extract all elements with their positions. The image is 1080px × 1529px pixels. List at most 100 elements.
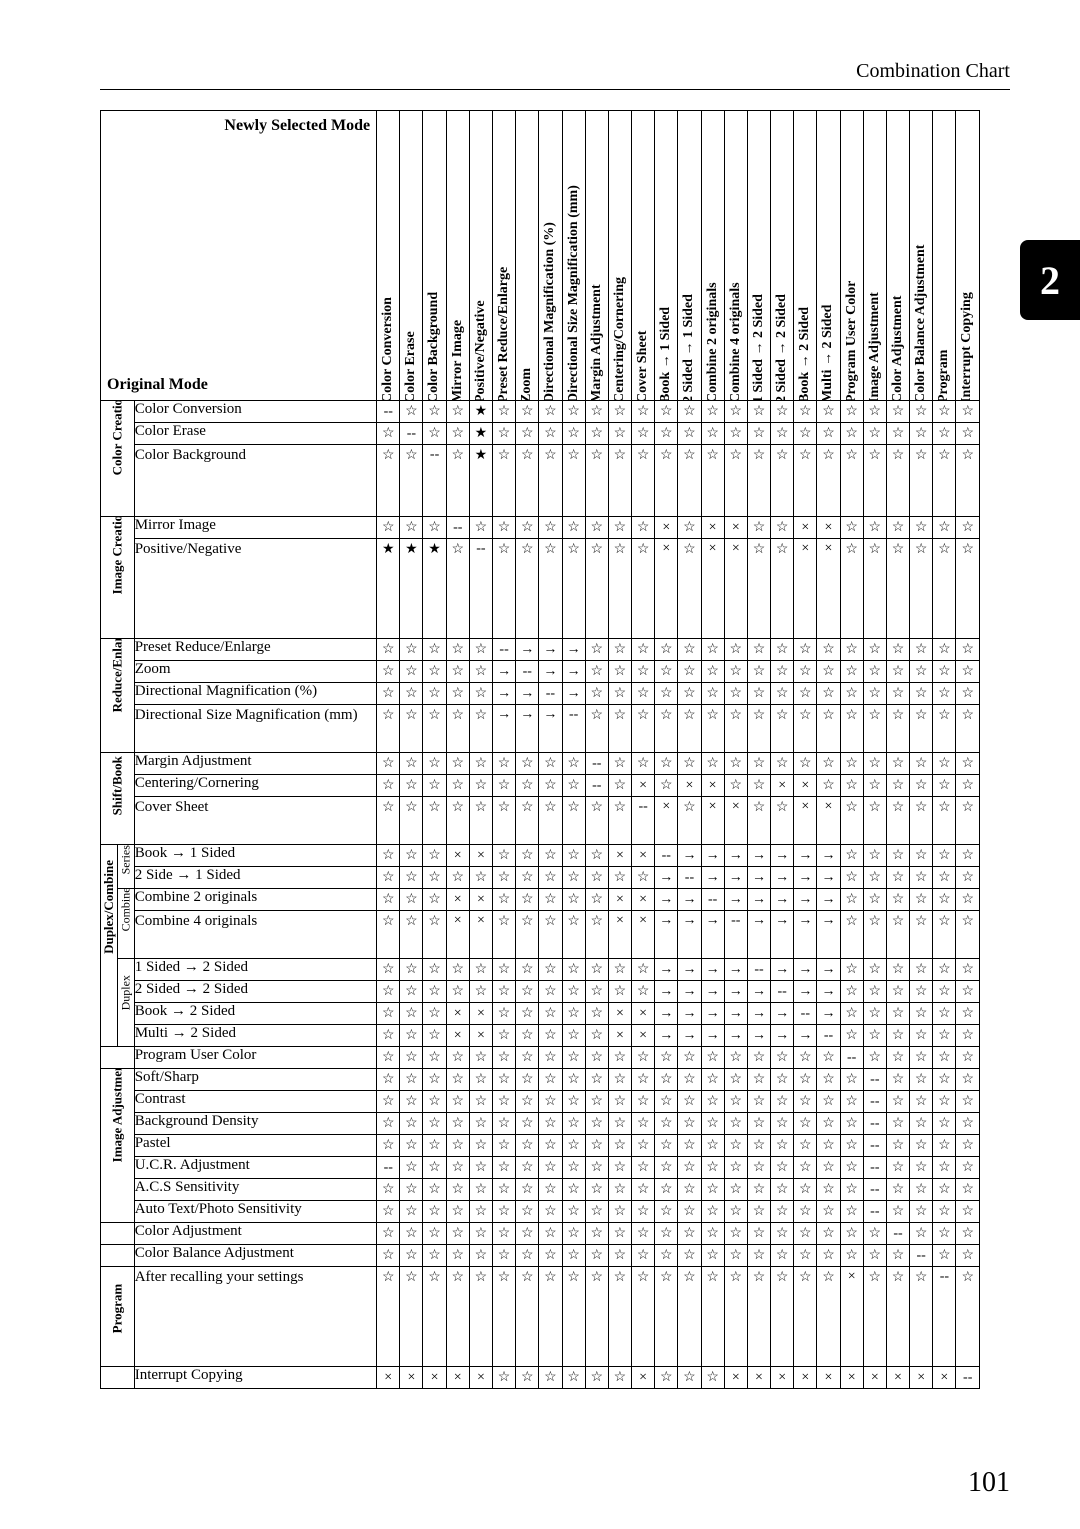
table-row: Duplex/CombineSeriesBook → 1 Sided☆☆☆××☆… xyxy=(101,845,980,867)
matrix-cell: → xyxy=(817,867,840,889)
matrix-cell: ☆ xyxy=(771,753,794,775)
matrix-cell: ☆ xyxy=(562,911,585,959)
matrix-cell: ☆ xyxy=(933,1135,956,1157)
matrix-cell: ☆ xyxy=(701,1267,724,1367)
matrix-cell: ☆ xyxy=(423,845,446,867)
matrix-cell: ☆ xyxy=(632,1135,655,1157)
matrix-cell: ☆ xyxy=(562,981,585,1003)
matrix-cell: ☆ xyxy=(469,1223,492,1245)
matrix-cell: ☆ xyxy=(377,1069,400,1091)
matrix-cell: ☆ xyxy=(632,639,655,661)
matrix-cell: × xyxy=(446,1367,469,1389)
matrix-cell: ☆ xyxy=(840,1113,863,1135)
matrix-cell: ☆ xyxy=(469,753,492,775)
matrix-cell: × xyxy=(817,539,840,639)
matrix-cell: ☆ xyxy=(400,1047,423,1069)
matrix-cell: ☆ xyxy=(516,981,539,1003)
matrix-cell: ☆ xyxy=(539,797,562,845)
matrix-cell: ☆ xyxy=(910,753,933,775)
row-label: After recalling your settings xyxy=(134,1267,376,1367)
matrix-cell: ☆ xyxy=(910,959,933,981)
matrix-cell: → xyxy=(817,911,840,959)
matrix-cell: ☆ xyxy=(840,445,863,517)
matrix-cell: ☆ xyxy=(539,1069,562,1091)
matrix-cell: ☆ xyxy=(608,423,631,445)
column-header: Color Conversion xyxy=(377,111,400,401)
column-header: Image Adjustment xyxy=(863,111,886,401)
matrix-cell: ☆ xyxy=(724,1267,747,1367)
matrix-cell: ☆ xyxy=(771,445,794,517)
matrix-cell: ☆ xyxy=(910,775,933,797)
matrix-cell: ☆ xyxy=(863,797,886,845)
matrix-cell: ☆ xyxy=(562,1245,585,1267)
matrix-cell: ☆ xyxy=(585,1367,608,1389)
matrix-cell: ☆ xyxy=(910,1179,933,1201)
matrix-cell: ☆ xyxy=(400,753,423,775)
matrix-cell: ☆ xyxy=(863,683,886,705)
matrix-cell: ☆ xyxy=(817,661,840,683)
matrix-cell: ☆ xyxy=(840,705,863,753)
matrix-cell: ☆ xyxy=(910,1069,933,1091)
matrix-cell: × xyxy=(701,775,724,797)
matrix-cell: ☆ xyxy=(539,867,562,889)
matrix-cell: ☆ xyxy=(423,401,446,423)
matrix-cell: ☆ xyxy=(516,1069,539,1091)
table-row: 2 Sided → 2 Sided☆☆☆☆☆☆☆☆☆☆☆☆→→→→→--→→☆☆… xyxy=(101,981,980,1003)
matrix-cell: -- xyxy=(863,1179,886,1201)
matrix-cell: ☆ xyxy=(678,753,701,775)
matrix-cell: ☆ xyxy=(423,1025,446,1047)
matrix-cell: × xyxy=(446,889,469,911)
matrix-cell: → xyxy=(678,889,701,911)
matrix-cell: ☆ xyxy=(840,981,863,1003)
matrix-cell: ☆ xyxy=(585,517,608,539)
column-header: Combine 4 originals xyxy=(724,111,747,401)
matrix-cell: ☆ xyxy=(840,1223,863,1245)
matrix-cell: ☆ xyxy=(817,401,840,423)
matrix-cell: ☆ xyxy=(724,423,747,445)
row-label: Color Conversion xyxy=(134,401,376,423)
matrix-cell: × xyxy=(747,1367,770,1389)
matrix-cell: ☆ xyxy=(910,1201,933,1223)
matrix-cell: → xyxy=(817,845,840,867)
matrix-cell: ☆ xyxy=(400,517,423,539)
table-row: U.C.R. Adjustment--☆☆☆☆☆☆☆☆☆☆☆☆☆☆☆☆☆☆☆☆-… xyxy=(101,1157,980,1179)
matrix-cell: → xyxy=(701,959,724,981)
matrix-cell: ☆ xyxy=(632,1069,655,1091)
matrix-cell: ☆ xyxy=(539,517,562,539)
matrix-cell: ☆ xyxy=(817,1223,840,1245)
matrix-cell: ☆ xyxy=(632,539,655,639)
matrix-cell: ☆ xyxy=(747,1113,770,1135)
column-header: Preset Reduce/Enlarge xyxy=(493,111,516,401)
matrix-cell: ☆ xyxy=(608,705,631,753)
matrix-cell: ☆ xyxy=(910,1003,933,1025)
row-label: Centering/Cornering xyxy=(134,775,376,797)
matrix-cell: ☆ xyxy=(678,1223,701,1245)
matrix-cell: ☆ xyxy=(701,1113,724,1135)
matrix-cell: ☆ xyxy=(516,423,539,445)
matrix-cell: ☆ xyxy=(469,1091,492,1113)
matrix-cell: ☆ xyxy=(400,1003,423,1025)
row-label: A.C.S Sensitivity xyxy=(134,1179,376,1201)
matrix-cell: ☆ xyxy=(933,539,956,639)
column-header-label: Program User Color xyxy=(844,381,860,401)
matrix-cell: ☆ xyxy=(493,1157,516,1179)
matrix-cell: -- xyxy=(678,867,701,889)
matrix-cell: ☆ xyxy=(608,1179,631,1201)
matrix-cell: ☆ xyxy=(771,639,794,661)
matrix-cell: ☆ xyxy=(840,889,863,911)
matrix-cell: ☆ xyxy=(539,1157,562,1179)
matrix-cell: ☆ xyxy=(863,959,886,981)
matrix-cell: ☆ xyxy=(655,423,678,445)
matrix-cell: ☆ xyxy=(771,705,794,753)
matrix-cell: -- xyxy=(863,1113,886,1135)
matrix-cell: ☆ xyxy=(724,705,747,753)
row-subgroup: Series xyxy=(117,845,134,889)
matrix-cell: ☆ xyxy=(539,981,562,1003)
matrix-cell: ☆ xyxy=(608,753,631,775)
column-header-label: Color Background xyxy=(426,381,442,401)
matrix-cell: ☆ xyxy=(493,775,516,797)
matrix-cell: → xyxy=(747,867,770,889)
matrix-cell: ☆ xyxy=(400,401,423,423)
column-header-label: Directional Size Magnification (mm) xyxy=(566,381,582,401)
table-row: Color Balance Adjustment☆☆☆☆☆☆☆☆☆☆☆☆☆☆☆☆… xyxy=(101,1245,980,1267)
